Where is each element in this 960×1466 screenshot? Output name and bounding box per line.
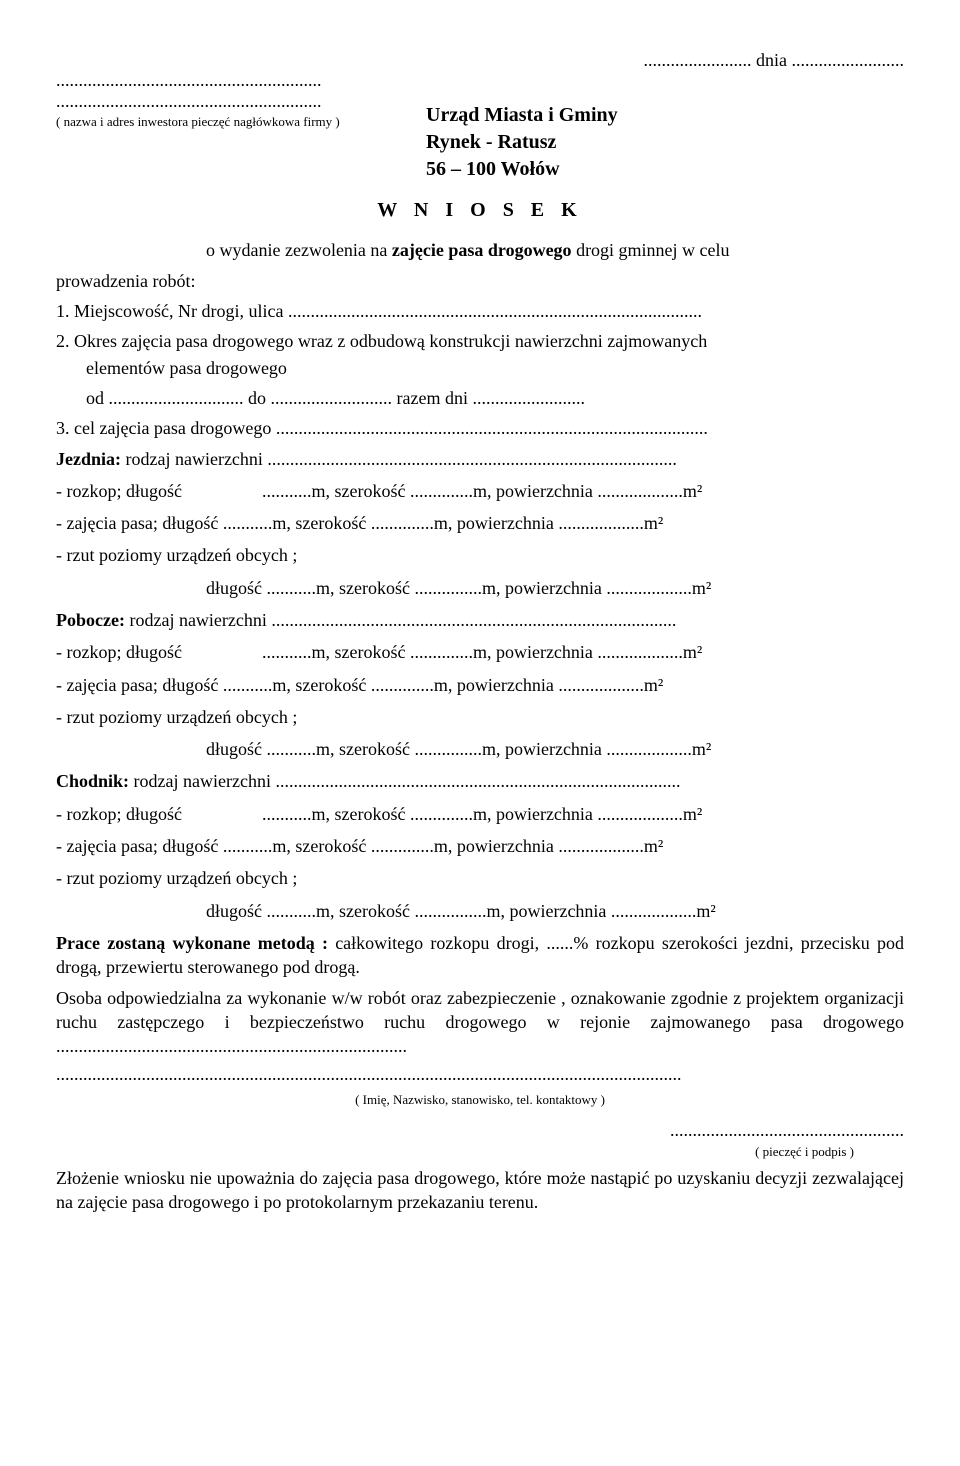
pobocze-rozkop-label: - rozkop; długość xyxy=(56,642,182,662)
pobocze-rozkop: - rozkop; długość ...........m, szerokość… xyxy=(56,640,904,664)
pobocze-rest: rodzaj nawierzchni .....................… xyxy=(125,610,676,630)
intro-line-2: prowadzenia robót: xyxy=(56,269,904,293)
chodnik-rozkop: - rozkop; długość ...........m, szerokość… xyxy=(56,802,904,826)
chodnik-rozkop-m: ...........m, szerokość ..............m,… xyxy=(262,804,702,824)
chodnik-rozkop-label: - rozkop; długość xyxy=(56,804,182,824)
addr-line-2: Rynek - Ratusz xyxy=(426,129,904,156)
pobocze-dlugosc: długość ...........m, szerokość ........… xyxy=(56,737,904,761)
jezdnia-label: Jezdnia: xyxy=(56,449,121,469)
chodnik-heading: Chodnik: rodzaj nawierzchni ............… xyxy=(56,769,904,793)
p3: 3. cel zajęcia pasa drogowego ..........… xyxy=(56,416,904,440)
addr-line-3: 56 – 100 Wołów xyxy=(426,156,904,183)
jezdnia-rozkop-m: ...........m, szerokość ..............m,… xyxy=(262,481,702,501)
pobocze-rozkop-m: ...........m, szerokość ..............m,… xyxy=(262,642,702,662)
p1: 1. Miejscowość, Nr drogi, ulica ........… xyxy=(56,299,904,323)
jezdnia-rzut: - rzut poziomy urządzeń obcych ; xyxy=(56,543,904,567)
pobocze-heading: Pobocze: rodzaj nawierzchni ............… xyxy=(56,608,904,632)
chodnik-rzut: - rzut poziomy urządzeń obcych ; xyxy=(56,866,904,890)
final-paragraph: Złożenie wniosku nie upoważnia do zajęci… xyxy=(56,1166,904,1215)
jezdnia-dlugosc: długość ...........m, szerokość ........… xyxy=(56,576,904,600)
jezdnia-zajecia: - zajęcia pasa; długość ...........m, sz… xyxy=(56,511,904,535)
p2a: 2. Okres zajęcia pasa drogowego wraz z o… xyxy=(56,329,904,353)
intro-post: drogi gminnej w celu xyxy=(572,240,730,260)
chodnik-dlugosc: długość ...........m, szerokość ........… xyxy=(56,899,904,923)
signature-caption: ( pieczęć i podpis ) xyxy=(56,1143,904,1161)
chodnik-label: Chodnik: xyxy=(56,771,129,791)
prace-paragraph: Prace zostaną wykonane metodą : całkowit… xyxy=(56,931,904,980)
p2c: od .............................. do ...… xyxy=(56,386,904,410)
osoba-caption: ( Imię, Nazwisko, stanowisko, tel. konta… xyxy=(56,1091,904,1109)
jezdnia-rest: rodzaj nawierzchni .....................… xyxy=(121,449,677,469)
osoba-paragraph: Osoba odpowiedzialna za wykonanie w/w ro… xyxy=(56,986,904,1059)
chodnik-zajecia: - zajęcia pasa; długość ...........m, sz… xyxy=(56,834,904,858)
jezdnia-rozkop: - rozkop; długość ...........m, szerokość… xyxy=(56,479,904,503)
pobocze-label: Pobocze: xyxy=(56,610,125,630)
intro-bold: zajęcie pasa drogowego xyxy=(392,240,572,260)
jezdnia-heading: Jezdnia: rodzaj nawierzchni ............… xyxy=(56,447,904,471)
signature-dots: ........................................… xyxy=(56,1118,904,1142)
doc-title: W N I O S E K xyxy=(56,197,904,224)
p2b: elementów pasa drogowego xyxy=(56,356,904,380)
intro-pre: o wydanie zezwolenia na xyxy=(206,240,392,260)
pobocze-zajecia: - zajęcia pasa; długość ...........m, sz… xyxy=(56,673,904,697)
chodnik-rest: rodzaj nawierzchni .....................… xyxy=(129,771,680,791)
recipient-address: Urząd Miasta i Gminy Rynek - Ratusz 56 –… xyxy=(426,102,904,183)
osoba-dots: ........................................… xyxy=(56,1062,904,1086)
pobocze-rzut: - rzut poziomy urządzeń obcych ; xyxy=(56,705,904,729)
intro-line-1: o wydanie zezwolenia na zajęcie pasa dro… xyxy=(56,238,904,262)
addr-line-1: Urząd Miasta i Gminy xyxy=(426,102,904,129)
prace-bold: Prace zostaną wykonane metodą : xyxy=(56,933,328,953)
jezdnia-rozkop-label: - rozkop; długość xyxy=(56,481,182,501)
